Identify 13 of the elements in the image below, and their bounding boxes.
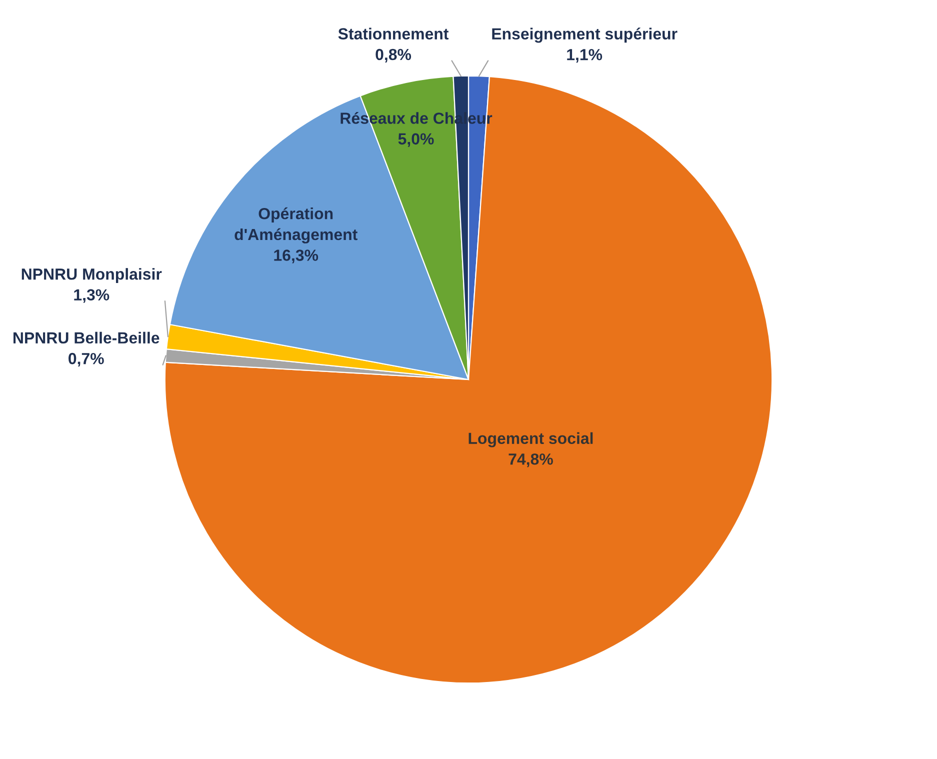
slice-label: Enseignement supérieur [492, 28, 678, 43]
slice-label: NPNRU Belle-Beille [14, 332, 160, 344]
data-label: 16,3% [274, 250, 318, 264]
slice-label: Logement social [468, 432, 593, 448]
data-label: 1,1% [567, 49, 602, 63]
slice-label: Opération d'Aménagement [234, 207, 358, 244]
data-label: 0,7% [68, 352, 104, 367]
slice-label: Stationnement [338, 28, 449, 40]
data-label: 5,0% [398, 133, 434, 147]
data-label: 0,8% [376, 48, 412, 62]
slice-label: NPNRU Monplaisir [22, 268, 162, 283]
data-label: 1,3% [74, 289, 110, 303]
data-label: 74,8% [508, 453, 553, 468]
